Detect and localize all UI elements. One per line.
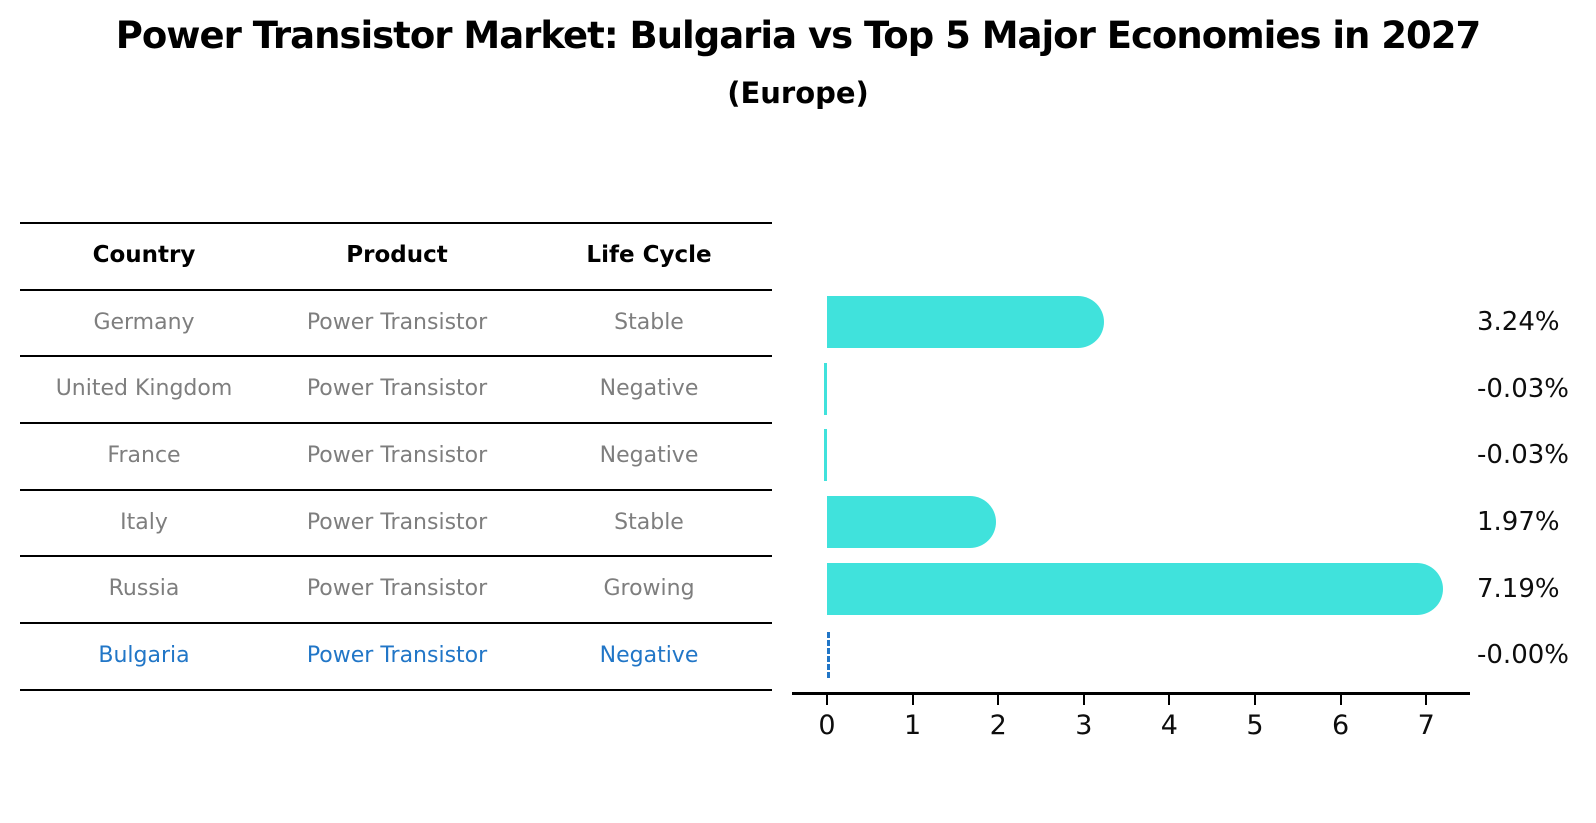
table-cell: Negative (599, 642, 699, 668)
x-axis-tick-label: 5 (1246, 710, 1264, 741)
table-cell: United Kingdom (55, 376, 233, 402)
bar (827, 296, 1105, 348)
column-header: Country (92, 242, 196, 269)
bulgaria-dashed-zero-bar (827, 632, 830, 679)
table-cell: Power Transistor (306, 442, 488, 468)
table-cell: Power Transistor (306, 576, 488, 602)
x-axis-line (792, 692, 1470, 695)
column-header: Product (346, 242, 448, 269)
x-axis-tick (1254, 695, 1256, 705)
row-separator-line (20, 488, 772, 491)
row-separator-line (20, 355, 772, 358)
table-cell: Negative (599, 376, 699, 402)
table-cell: France (107, 442, 181, 468)
x-axis-tick (997, 695, 1000, 705)
bar-value-label: -0.03% (1477, 373, 1569, 404)
table-cell: Power Transistor (306, 642, 488, 668)
x-axis-tick (1168, 695, 1171, 705)
x-axis-tick-label: 6 (1332, 710, 1350, 741)
column-header: Life Cycle (586, 242, 712, 269)
bar (824, 362, 827, 415)
row-separator-line (20, 222, 772, 224)
table-cell: Italy (120, 509, 168, 535)
table-cell: Power Transistor (306, 376, 488, 402)
bar-value-label: -0.00% (1477, 640, 1569, 671)
bar (827, 496, 996, 548)
bar (824, 429, 827, 482)
x-axis-tick-label: 1 (904, 710, 922, 741)
table-cell: Stable (614, 509, 684, 535)
bar-value-label: -0.03% (1477, 440, 1569, 471)
bar-value-label: 1.97% (1477, 507, 1560, 537)
bar-value-label: 7.19% (1477, 573, 1560, 604)
bar (827, 562, 1443, 615)
table-cell: Stable (614, 309, 684, 335)
row-separator-line (20, 622, 772, 624)
x-axis-tick-label: 0 (818, 710, 836, 741)
x-axis-tick-label: 7 (1417, 710, 1435, 741)
x-axis-tick (1082, 695, 1085, 705)
x-axis-tick (911, 695, 914, 705)
row-separator-line (20, 555, 772, 558)
row-separator-line (20, 422, 772, 424)
row-separator-line (20, 288, 772, 291)
x-axis-tick-label: 4 (1160, 710, 1178, 741)
chart-subtitle: (Europe) (727, 76, 869, 110)
table-cell: Bulgaria (98, 642, 190, 668)
bar-value-label: 3.24% (1477, 307, 1560, 337)
x-axis-tick-label: 2 (989, 710, 1007, 741)
x-axis-tick (1339, 695, 1342, 705)
table-cell: Negative (599, 442, 699, 468)
table-cell: Growing (603, 576, 695, 602)
chart-title: Power Transistor Market: Bulgaria vs Top… (115, 14, 1481, 57)
table-cell: Germany (93, 309, 195, 335)
row-separator-line (20, 688, 772, 691)
table-cell: Power Transistor (306, 309, 488, 335)
x-axis-tick (826, 695, 828, 705)
table-cell: Power Transistor (306, 509, 488, 535)
x-axis-tick-label: 3 (1075, 710, 1093, 741)
table-cell: Russia (108, 576, 180, 602)
x-axis-tick (1425, 695, 1428, 705)
